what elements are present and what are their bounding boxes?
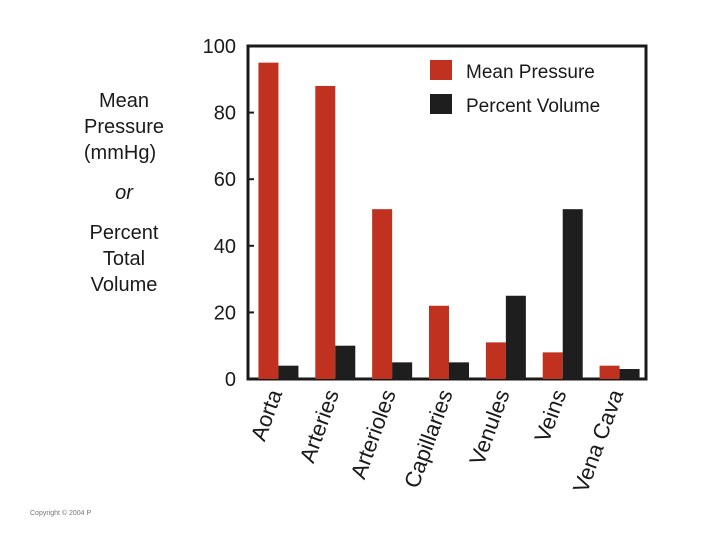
y-label-line-3: (mmHg) (83, 142, 157, 164)
bar-percent-volume (278, 365, 299, 379)
bar-mean-pressure (315, 85, 336, 380)
bar-percent-volume (562, 209, 583, 379)
y-tick-label: 60 (214, 169, 236, 191)
bar-mean-pressure (542, 352, 563, 379)
x-tick-label: Capillaries (399, 386, 458, 491)
bar-mean-pressure (485, 342, 506, 379)
x-tick-label: Veins (530, 386, 572, 445)
y-tick-label: 20 (214, 302, 236, 324)
x-tick-label: Venules (464, 386, 514, 468)
y-tick-label: 80 (214, 103, 236, 125)
legend-label: Mean Pressure (466, 62, 595, 83)
bar-percent-volume (392, 362, 413, 379)
bar-percent-volume (335, 345, 356, 379)
y-label-line-6: Volume (90, 274, 158, 296)
bar-mean-pressure (258, 62, 279, 380)
bar-percent-volume (619, 369, 640, 379)
y-label-line-5: Total (102, 248, 146, 270)
bar-mean-pressure (599, 365, 620, 379)
legend-label: Percent Volume (466, 96, 600, 117)
y-label-or: or (115, 182, 133, 204)
x-tick-label: Vena Cava (568, 385, 629, 495)
y-axis-label: Mean Pressure (mmHg) or Percent Total Vo… (60, 88, 188, 298)
x-tick-label: Aorta (246, 385, 288, 444)
legend-swatch (430, 60, 452, 80)
y-label-line-1: Mean (98, 90, 150, 112)
x-tick-label: Arteries (295, 386, 344, 466)
y-label-line-4: Percent (89, 222, 159, 244)
y-label-line-2: Pressure (83, 116, 165, 138)
bar-mean-pressure (372, 209, 393, 379)
bar-mean-pressure (429, 305, 449, 379)
y-tick-label: 0 (225, 369, 236, 391)
copyright-notice: Copyright © 2004 P (30, 510, 92, 517)
legend-swatch (430, 94, 452, 114)
x-tick-label: Arterioles (346, 386, 401, 482)
bar-percent-volume (505, 295, 526, 379)
bar-percent-volume (449, 362, 469, 379)
y-tick-label: 40 (214, 236, 236, 258)
y-tick-label: 100 (203, 36, 236, 58)
